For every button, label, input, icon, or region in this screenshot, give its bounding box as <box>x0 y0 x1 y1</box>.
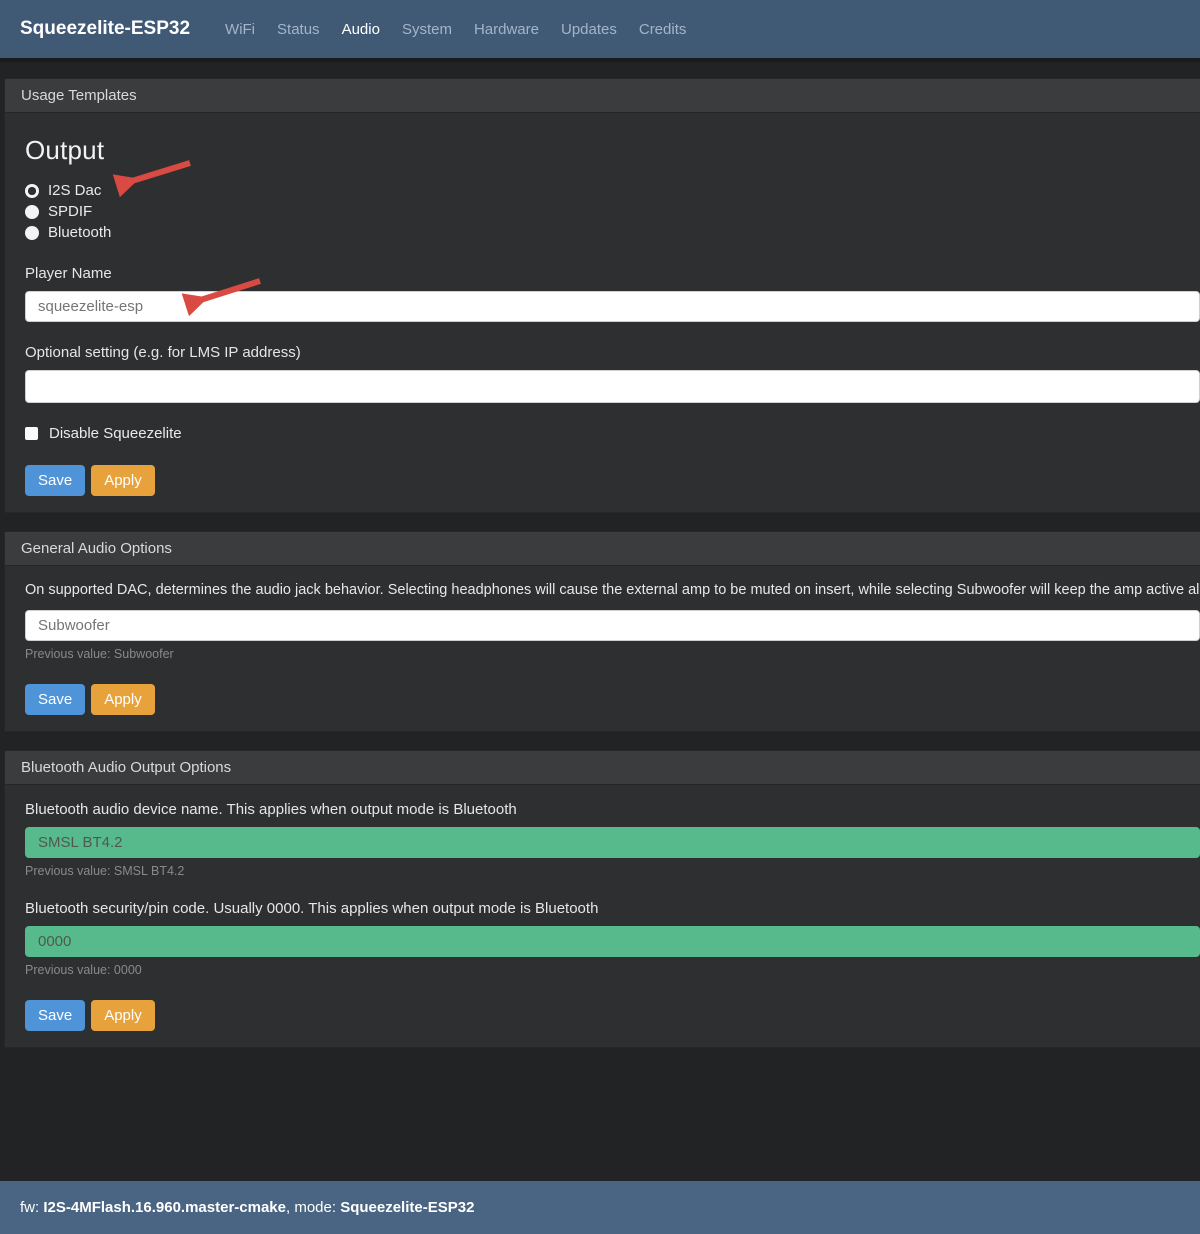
usage-templates-header: Usage Templates <box>5 79 1200 113</box>
status-footer: fw: I2S-4MFlash.16.960.master-cmake, mod… <box>0 1181 1200 1234</box>
bt-device-name-input[interactable] <box>25 827 1200 858</box>
nav-item-status[interactable]: Status <box>277 20 320 38</box>
bt-pin-input[interactable] <box>25 926 1200 957</box>
mode-value: Squeezelite-ESP32 <box>340 1199 475 1216</box>
player-name-input[interactable] <box>25 291 1200 322</box>
apply-button[interactable]: Apply <box>91 1000 155 1031</box>
save-button[interactable]: Save <box>25 684 86 715</box>
top-navbar: Squeezelite-ESP32 WiFi Status Audio Syst… <box>0 0 1200 62</box>
nav-item-hardware[interactable]: Hardware <box>473 20 539 38</box>
general-audio-body: On supported DAC, determines the audio j… <box>5 566 1200 731</box>
radio-label: SPDIF <box>48 203 93 220</box>
radio-unselected-icon[interactable] <box>25 204 39 219</box>
bluetooth-audio-body: Bluetooth audio device name. This applie… <box>5 785 1200 1047</box>
nav-item-credits[interactable]: Credits <box>638 20 687 38</box>
usage-templates-body: Output I2S Dac SPDIF Bluetooth <box>5 113 1200 512</box>
bluetooth-audio-header: Bluetooth Audio Output Options <box>5 751 1200 785</box>
nav-item-updates[interactable]: Updates <box>560 20 617 38</box>
usage-templates-panel: Usage Templates Output I2S Dac SPDIF Blu… <box>4 78 1200 513</box>
disable-squeezelite-row[interactable]: Disable Squeezelite <box>25 425 1200 442</box>
fw-value: I2S-4MFlash.16.960.master-cmake <box>43 1199 286 1216</box>
app-brand[interactable]: Squeezelite-ESP32 <box>20 18 191 39</box>
nav-item-system[interactable]: System <box>401 20 452 38</box>
radio-option-i2s-dac[interactable]: I2S Dac <box>25 180 1200 201</box>
general-audio-panel: General Audio Options On supported DAC, … <box>4 531 1200 732</box>
jack-behavior-description: On supported DAC, determines the audio j… <box>25 582 1200 598</box>
radio-unselected-icon[interactable] <box>25 225 39 240</box>
jack-behavior-previous-value: Previous value: Subwoofer <box>25 647 174 661</box>
general-audio-header: General Audio Options <box>5 532 1200 566</box>
nav-item-audio[interactable]: Audio <box>341 20 380 38</box>
optional-setting-label: Optional setting (e.g. for LMS IP addres… <box>25 344 301 361</box>
radio-option-bluetooth[interactable]: Bluetooth <box>25 222 1200 243</box>
radio-option-spdif[interactable]: SPDIF <box>25 201 1200 222</box>
bt-pin-label: Bluetooth security/pin code. Usually 000… <box>25 900 599 917</box>
general-audio-actions: Save Apply <box>25 684 1200 715</box>
save-button[interactable]: Save <box>25 465 86 496</box>
checkbox-unchecked-icon[interactable] <box>25 427 38 440</box>
fw-prefix: fw: <box>20 1199 44 1216</box>
radio-label: I2S Dac <box>48 182 102 199</box>
output-heading: Output <box>25 135 105 165</box>
bluetooth-audio-actions: Save Apply <box>25 1000 1200 1031</box>
mode-prefix: , mode: <box>285 1199 341 1216</box>
apply-button[interactable]: Apply <box>91 684 155 715</box>
apply-button[interactable]: Apply <box>91 465 155 496</box>
optional-setting-input[interactable] <box>25 370 1200 403</box>
save-button[interactable]: Save <box>25 1000 86 1031</box>
bluetooth-audio-panel: Bluetooth Audio Output Options Bluetooth… <box>4 750 1200 1048</box>
nav-item-wifi[interactable]: WiFi <box>225 20 256 38</box>
radio-label: Bluetooth <box>48 224 112 241</box>
bt-device-name-label: Bluetooth audio device name. This applie… <box>25 801 517 818</box>
page-content: Usage Templates Output I2S Dac SPDIF Blu… <box>0 62 1200 1181</box>
player-name-label: Player Name <box>25 265 112 282</box>
bt-pin-previous-value: Previous value: 0000 <box>25 963 142 977</box>
radio-selected-icon[interactable] <box>25 183 39 198</box>
jack-behavior-input[interactable] <box>25 610 1200 641</box>
usage-templates-actions: Save Apply <box>25 465 1200 496</box>
bt-device-name-previous-value: Previous value: SMSL BT4.2 <box>25 864 185 878</box>
disable-squeezelite-label: Disable Squeezelite <box>49 425 182 442</box>
